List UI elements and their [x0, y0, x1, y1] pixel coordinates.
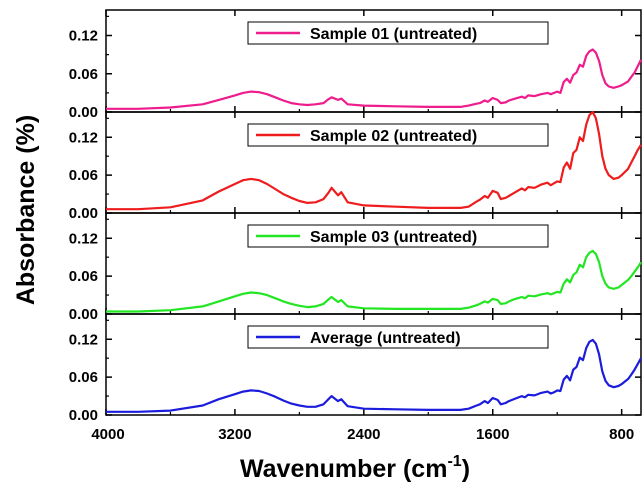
- x-tick-label: 800: [609, 426, 634, 443]
- x-axis-title-close: ): [462, 455, 470, 483]
- y-tick-label: 0.06: [69, 66, 98, 83]
- panel-2: 0.00 0.06 0.12 Sample 02 (untreated): [69, 110, 642, 222]
- x-tick-label: 4000: [91, 426, 124, 443]
- panel-1: 0.00 0.06 0.12 Sample 01 (untreated): [69, 9, 642, 121]
- x-tick-label: 2400: [347, 426, 380, 443]
- legend-box: [247, 123, 549, 147]
- legend-label: Sample 02 (untreated): [310, 128, 477, 145]
- panel-4: 0.00 0.06 0.12 Average (untreated): [69, 313, 642, 424]
- y-tick-label: 0.12: [69, 331, 98, 348]
- legend-label: Sample 03 (untreated): [310, 229, 477, 246]
- y-tick-label: 0.00: [69, 205, 98, 222]
- y-tick-label: 0.06: [69, 268, 98, 285]
- panel-3: 0.00 0.06 0.12 Sample 03 (untreated): [69, 212, 642, 323]
- panels-group: 0.000.060.12 Sample 01 (untreated)0.000.0…: [69, 9, 642, 424]
- y-tick-label: 0.12: [69, 129, 98, 146]
- y-tick-label: 0.00: [69, 407, 98, 424]
- y-tick-label: 0.12: [69, 28, 98, 45]
- legend-label: Average (untreated): [310, 330, 461, 347]
- panel-frame: [105, 313, 642, 416]
- series-line: [106, 249, 642, 313]
- legend-box: [247, 224, 549, 248]
- legend-box: [247, 21, 549, 45]
- y-tick-label: 0.06: [69, 369, 98, 386]
- x-tick-labels: 4000 3200 2400 1600 800: [91, 426, 634, 443]
- x-axis-title-superscript: -1: [447, 453, 461, 470]
- y-tick-label: 0.00: [69, 306, 98, 323]
- series-line: [106, 110, 642, 211]
- x-tick-label: 1600: [476, 426, 509, 443]
- series-line: [106, 338, 642, 413]
- x-axis-title-main: Wavenumber (cm: [240, 455, 447, 483]
- legend-label: Sample 01 (untreated): [310, 26, 477, 43]
- y-axis-title: Absorbance (%): [12, 115, 40, 305]
- x-axis-title: Wavenumber (cm-1): [240, 453, 470, 483]
- x-tick-label: 3200: [218, 426, 251, 443]
- legend-box: [247, 325, 549, 349]
- y-tick-label: 0.06: [69, 167, 98, 184]
- y-tick-label: 0.00: [69, 104, 98, 121]
- series-line: [106, 48, 642, 110]
- y-tick-label: 0.12: [69, 230, 98, 247]
